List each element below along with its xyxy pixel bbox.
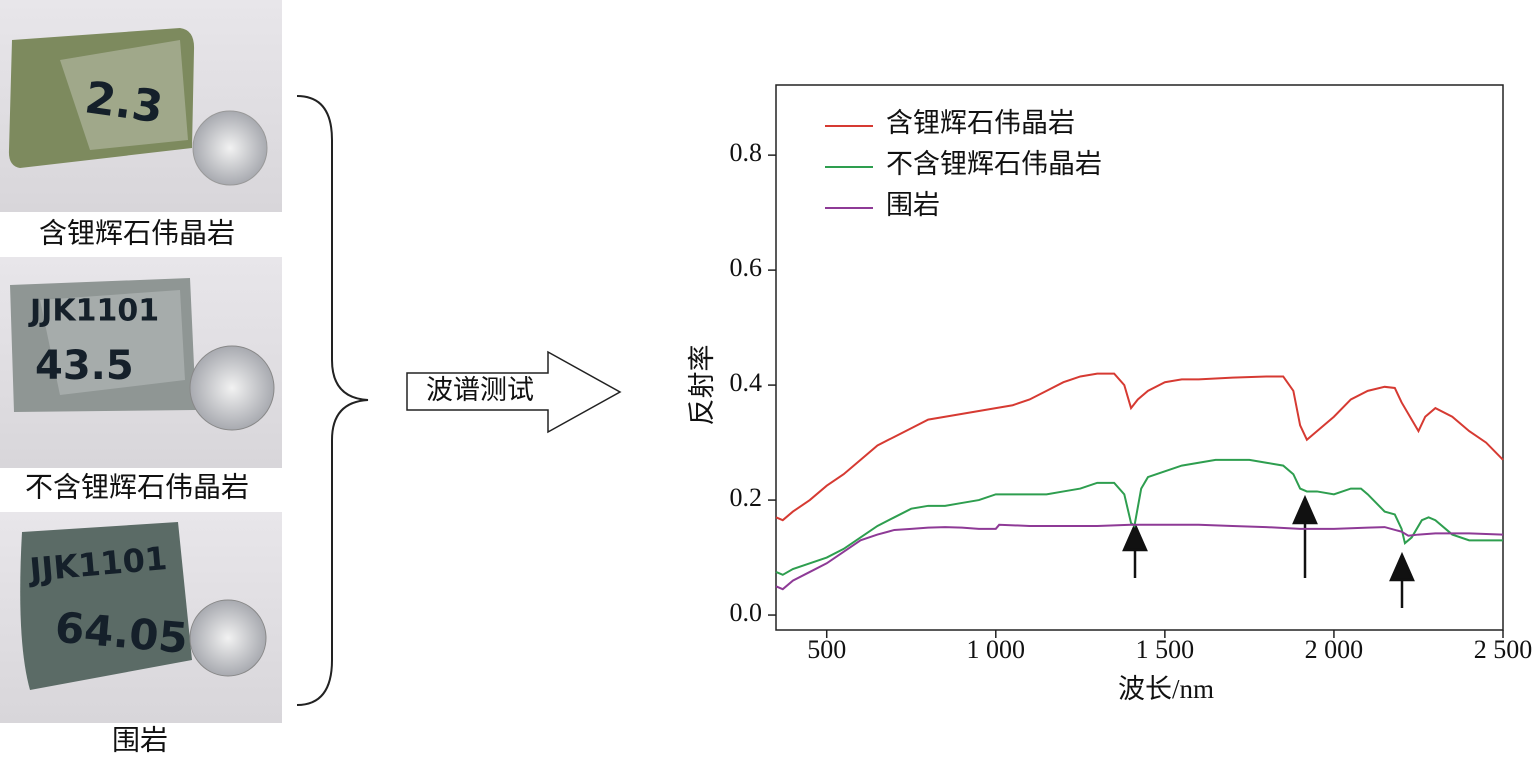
rock-text: 2.3 (82, 72, 166, 133)
rock-text: 64.05 (53, 603, 190, 663)
sample-label: 含锂辉石伟晶岩 (39, 217, 235, 249)
sample-label: 不含锂辉石伟晶岩 (25, 471, 249, 503)
photo (0, 512, 282, 723)
y-tick-label: 0.2 (730, 483, 763, 512)
data-line (775, 523, 1504, 591)
x-tick-label: 2 000 (1305, 635, 1364, 664)
y-axis-label: 反射率 (687, 345, 717, 426)
brace (296, 95, 369, 706)
data-line (775, 372, 1504, 522)
x-tick-label: 1 500 (1136, 635, 1195, 664)
x-tick-label: 1 000 (967, 635, 1026, 664)
legend-label: 不含锂辉石伟晶岩 (886, 149, 1102, 179)
rock-text: JJK1101 (28, 294, 159, 329)
rock-text: 43.5 (35, 343, 134, 389)
y-tick-label: 0.0 (730, 598, 763, 627)
sample-label: 围岩 (112, 724, 168, 756)
y-tick-label: 0.4 (730, 368, 763, 397)
x-tick-label: 2 500 (1474, 635, 1533, 664)
arrow-label: 波谱测试 (426, 375, 534, 405)
legend-label: 含锂辉石伟晶岩 (886, 108, 1075, 138)
x-axis-label: 波长/nm (1118, 674, 1214, 704)
process-arrow (406, 350, 622, 434)
data-line (775, 458, 1503, 576)
photo (0, 0, 282, 212)
photo (0, 257, 282, 468)
legend-label: 围岩 (886, 190, 940, 220)
annotation-arrow (1122, 494, 1415, 608)
x-tick-label: 500 (807, 635, 846, 664)
y-tick-label: 0.6 (730, 253, 763, 282)
plot-frame (775, 84, 1504, 631)
y-tick-label: 0.8 (730, 138, 763, 167)
